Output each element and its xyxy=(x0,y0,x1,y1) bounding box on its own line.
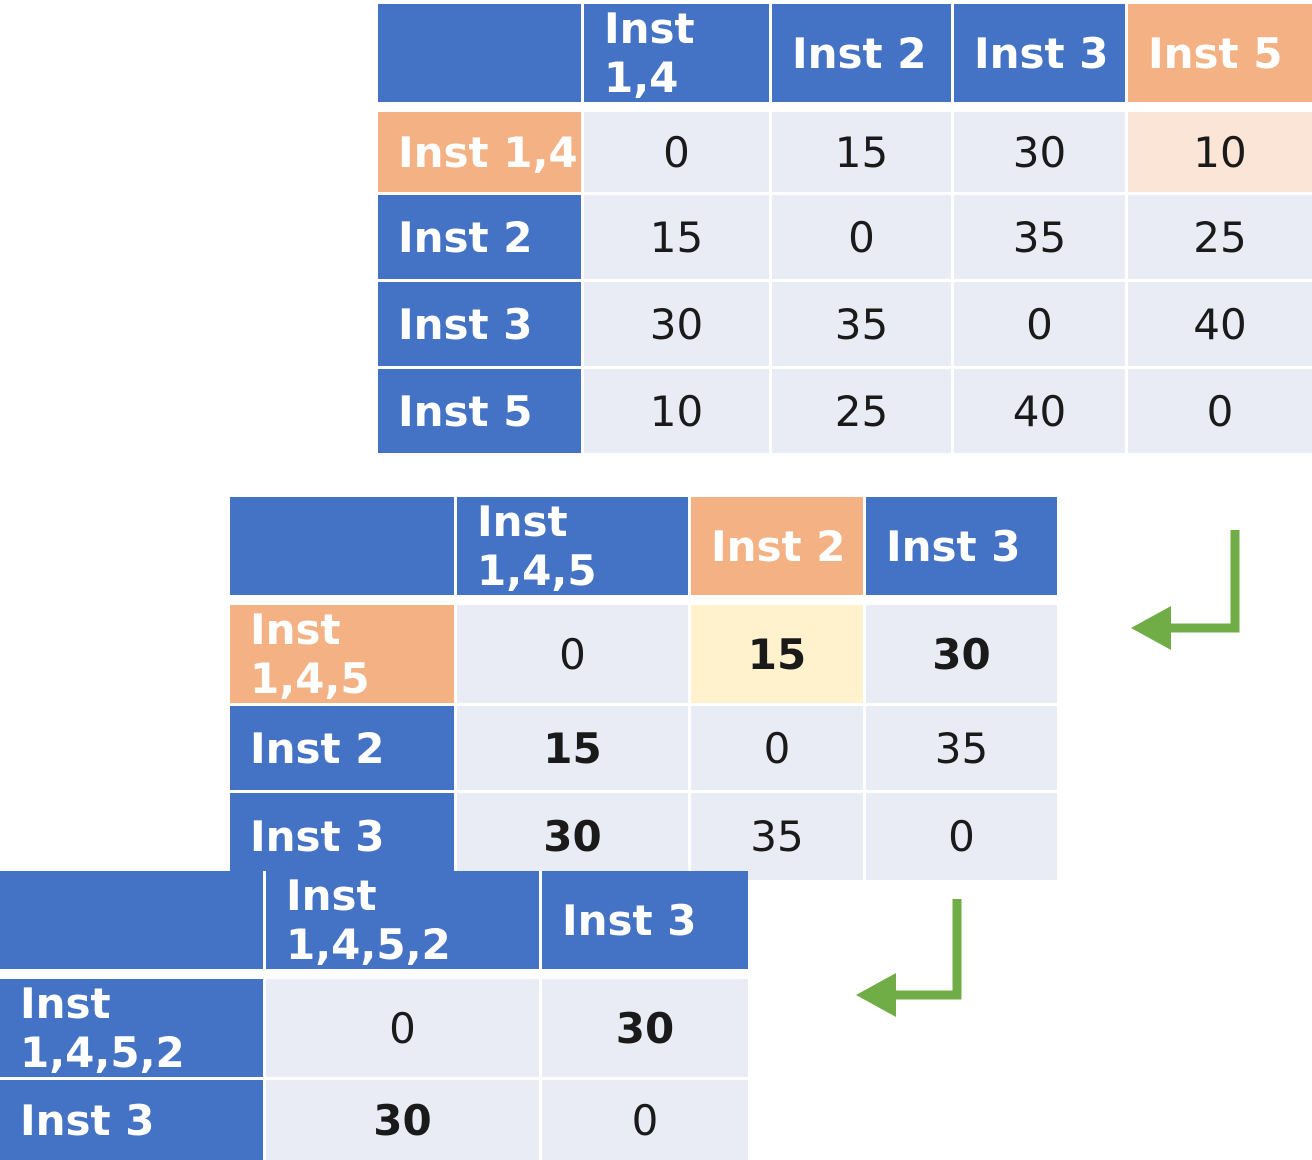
column-header: Inst 2 xyxy=(772,4,954,112)
distance-cell-highlighted: 10 xyxy=(1128,112,1312,195)
row-header-highlighted: Inst 1,4,5 xyxy=(230,605,457,706)
column-header: Inst 1,4 xyxy=(584,4,772,112)
distance-cell: 30 xyxy=(542,979,748,1080)
distance-cell: 30 xyxy=(954,112,1128,195)
distance-cell: 15 xyxy=(772,112,954,195)
distance-cell: 0 xyxy=(266,979,542,1080)
distance-cell-min: 15 xyxy=(691,605,866,706)
table-row: Inst 2 15 0 35 xyxy=(230,706,1057,793)
distance-cell: 40 xyxy=(1128,282,1312,369)
table-row: Inst 3 30 0 xyxy=(0,1080,748,1160)
distance-cell: 0 xyxy=(772,195,954,282)
distance-cell: 15 xyxy=(457,706,691,793)
distance-cell: 25 xyxy=(772,369,954,453)
row-header: Inst 3 xyxy=(0,1080,266,1160)
distance-cell: 0 xyxy=(542,1080,748,1160)
column-header: Inst 3 xyxy=(542,871,748,979)
header-row: Inst 1,4,5,2 Inst 3 xyxy=(0,871,748,979)
distance-matrix-2: Inst 1,4,5 Inst 2 Inst 3 Inst 1,4,5 0 15… xyxy=(230,497,1057,880)
row-header: Inst 2 xyxy=(230,706,457,793)
table-row: Inst 5 10 25 40 0 xyxy=(378,369,1312,453)
distance-cell: 30 xyxy=(584,282,772,369)
distance-cell: 35 xyxy=(772,282,954,369)
distance-cell: 15 xyxy=(584,195,772,282)
corner-cell xyxy=(0,871,266,979)
table-row: Inst 1,4,5,2 0 30 xyxy=(0,979,748,1080)
distance-cell: 0 xyxy=(457,605,691,706)
table-row: Inst 3 30 35 0 40 xyxy=(378,282,1312,369)
distance-cell: 0 xyxy=(691,706,866,793)
column-header: Inst 3 xyxy=(866,497,1057,605)
row-header: Inst 3 xyxy=(230,793,457,880)
table-row: Inst 3 30 35 0 xyxy=(230,793,1057,880)
row-header: Inst 2 xyxy=(378,195,584,282)
row-header: Inst 1,4,5,2 xyxy=(0,979,266,1080)
table-row: Inst 1,4 0 15 30 10 xyxy=(378,112,1312,195)
distance-cell: 10 xyxy=(584,369,772,453)
distance-cell: 0 xyxy=(584,112,772,195)
distance-matrix-3: Inst 1,4,5,2 Inst 3 Inst 1,4,5,2 0 30 In… xyxy=(0,871,748,1160)
distance-cell: 25 xyxy=(1128,195,1312,282)
distance-cell: 30 xyxy=(266,1080,542,1160)
distance-cell: 30 xyxy=(457,793,691,880)
header-row: Inst 1,4,5 Inst 2 Inst 3 xyxy=(230,497,1057,605)
distance-cell: 30 xyxy=(866,605,1057,706)
corner-cell xyxy=(230,497,457,605)
column-header: Inst 3 xyxy=(954,4,1128,112)
row-header: Inst 3 xyxy=(378,282,584,369)
merge-arrow-icon xyxy=(856,899,962,1017)
distance-cell: 35 xyxy=(954,195,1128,282)
distance-matrix-1: Inst 1,4 Inst 2 Inst 3 Inst 5 Inst 1,4 0… xyxy=(378,4,1312,453)
distance-cell: 40 xyxy=(954,369,1128,453)
merge-arrow-icon xyxy=(1131,530,1240,650)
distance-cell: 0 xyxy=(954,282,1128,369)
row-header: Inst 5 xyxy=(378,369,584,453)
row-header-highlighted: Inst 1,4 xyxy=(378,112,584,195)
header-row: Inst 1,4 Inst 2 Inst 3 Inst 5 xyxy=(378,4,1312,112)
table-row: Inst 1,4,5 0 15 30 xyxy=(230,605,1057,706)
column-header-highlighted: Inst 5 xyxy=(1128,4,1312,112)
distance-cell: 0 xyxy=(1128,369,1312,453)
distance-cell: 35 xyxy=(691,793,866,880)
distance-cell: 0 xyxy=(866,793,1057,880)
table-row: Inst 2 15 0 35 25 xyxy=(378,195,1312,282)
column-header: Inst 1,4,5,2 xyxy=(266,871,542,979)
distance-cell: 35 xyxy=(866,706,1057,793)
column-header-highlighted: Inst 2 xyxy=(691,497,866,605)
corner-cell xyxy=(378,4,584,112)
column-header: Inst 1,4,5 xyxy=(457,497,691,605)
